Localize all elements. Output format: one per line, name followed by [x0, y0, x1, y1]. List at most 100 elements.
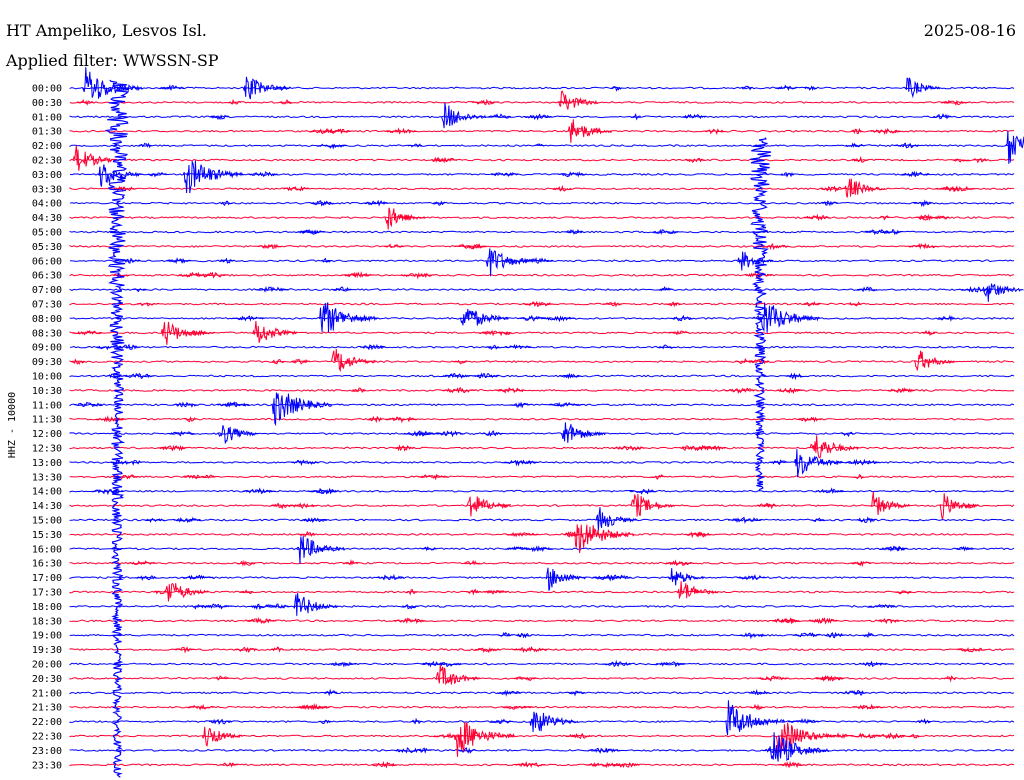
- noise-burst: [523, 300, 554, 308]
- event-waveform: [573, 524, 635, 554]
- event-waveform: [318, 302, 379, 333]
- event-waveform: [252, 321, 298, 343]
- noise-burst: [803, 213, 831, 222]
- noise-burst: [213, 675, 230, 681]
- noise-burst: [757, 675, 788, 682]
- row-time-label: 14:00: [32, 487, 62, 498]
- event-waveform: [466, 496, 511, 517]
- event-waveform: [242, 76, 288, 100]
- row-time-label: 23:30: [32, 760, 62, 771]
- trace-line: [69, 648, 1015, 652]
- noise-burst: [497, 631, 514, 637]
- noise-burst: [941, 185, 975, 193]
- noise-burst: [248, 171, 278, 178]
- event-waveform: [485, 248, 535, 277]
- noise-burst: [510, 402, 531, 409]
- noise-burst: [757, 502, 771, 508]
- noise-burst: [202, 474, 216, 479]
- noise-burst: [724, 387, 759, 395]
- noise-burst: [466, 588, 482, 596]
- noise-burst: [435, 430, 465, 438]
- noise-burst: [239, 589, 254, 595]
- noise-burst: [393, 617, 426, 625]
- trace-line: [69, 86, 1015, 90]
- noise-burst: [195, 271, 228, 279]
- event-waveform: [164, 582, 209, 602]
- event-waveform: [983, 283, 1024, 302]
- trace-line: [69, 489, 1015, 493]
- noise-burst: [568, 690, 586, 697]
- noise-burst: [659, 286, 672, 292]
- noise-burst: [351, 387, 366, 394]
- noise-burst: [901, 170, 930, 178]
- row-time-label: 01:00: [32, 112, 62, 123]
- noise-burst: [851, 155, 869, 163]
- noise-burst: [852, 703, 884, 710]
- noise-burst: [748, 688, 770, 696]
- row-time-label: 18:00: [32, 602, 62, 613]
- noise-burst: [234, 646, 258, 653]
- event-waveform: [271, 392, 333, 427]
- noise-burst: [91, 488, 124, 496]
- noise-burst: [850, 732, 880, 739]
- noise-burst: [328, 661, 356, 668]
- row-time-label: 07:00: [32, 285, 62, 296]
- noise-burst: [359, 343, 387, 351]
- noise-burst: [697, 445, 727, 452]
- trace-line: [69, 691, 1015, 695]
- row-time-label: 19:30: [32, 645, 62, 656]
- trace-line: [69, 576, 1015, 580]
- noise-burst: [371, 760, 397, 769]
- event-waveform: [759, 302, 821, 333]
- noise-burst: [227, 98, 242, 105]
- row-time-label: 02:30: [32, 156, 62, 167]
- noise-burst: [534, 143, 545, 147]
- trace-line: [69, 158, 1015, 162]
- noise-burst: [513, 676, 538, 682]
- event-waveform: [725, 700, 786, 736]
- row-time-label: 00:30: [32, 98, 62, 109]
- noise-burst: [72, 330, 103, 336]
- row-time-label: 12:30: [32, 444, 62, 455]
- row-time-label: 11:30: [32, 415, 62, 426]
- trace-line: [69, 561, 1015, 565]
- row-time-label: 14:30: [32, 501, 62, 512]
- noise-burst: [859, 660, 887, 668]
- noise-burst: [771, 617, 800, 625]
- noise-burst: [321, 257, 332, 263]
- row-time-label: 12:00: [32, 429, 62, 440]
- noise-burst: [506, 531, 539, 538]
- trace-line: [69, 244, 1015, 248]
- trace-line: [69, 187, 1015, 191]
- event-waveform: [384, 207, 426, 230]
- noise-burst: [611, 445, 646, 452]
- row-time-label: 04:00: [32, 199, 62, 210]
- noise-burst: [503, 459, 538, 467]
- noise-burst: [437, 661, 462, 668]
- event-waveform: [201, 726, 243, 747]
- event-waveform: [869, 491, 911, 516]
- trace-line: [69, 532, 1015, 536]
- noise-burst: [512, 646, 547, 654]
- event-waveform: [560, 422, 606, 443]
- noise-burst: [804, 85, 817, 92]
- noise-burst: [159, 84, 185, 91]
- noise-burst: [878, 618, 900, 625]
- noise-burst: [793, 632, 820, 638]
- trace-line: [69, 590, 1015, 594]
- noise-burst: [343, 558, 359, 566]
- row-time-label: 05:00: [32, 228, 62, 239]
- noise-burst: [491, 172, 519, 177]
- noise-burst: [857, 286, 878, 293]
- noise-burst: [770, 459, 788, 466]
- row-time-label: 05:30: [32, 242, 62, 253]
- noise-burst: [297, 702, 331, 711]
- noise-burst: [542, 315, 576, 323]
- noise-burst: [421, 660, 445, 668]
- noise-burst: [222, 402, 242, 407]
- noise-burst: [671, 314, 693, 322]
- noise-burst: [778, 760, 805, 769]
- noise-burst: [497, 689, 522, 697]
- row-time-label: 03:00: [32, 170, 62, 181]
